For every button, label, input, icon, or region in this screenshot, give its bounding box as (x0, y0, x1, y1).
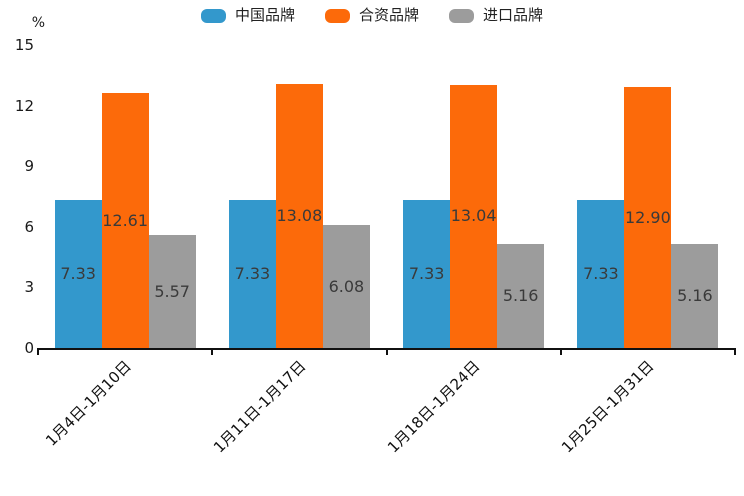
bar-value-label: 5.57 (154, 281, 190, 301)
y-axis-tick-label: 6 (24, 217, 34, 236)
bar-value-label: 7.33 (234, 263, 271, 283)
bar-value-label: 7.33 (583, 263, 619, 283)
x-axis-label: 1月4日-1月10日 (42, 357, 135, 450)
y-axis-tick-label: 3 (24, 278, 34, 297)
x-axis-tick (211, 348, 214, 355)
bar (403, 199, 451, 348)
legend-swatch-icon (449, 8, 474, 23)
legend-item[interactable]: 进口品牌 (449, 8, 543, 23)
bar (275, 83, 323, 348)
bar-value-label: 12.61 (102, 210, 149, 230)
x-axis-tick (37, 348, 39, 355)
bar (322, 225, 370, 348)
legend-item-label: 合资品牌 (358, 6, 419, 24)
x-axis-tick (559, 348, 562, 355)
bar-value-label: 12.90 (624, 207, 671, 227)
legend-item[interactable]: 合资品牌 (324, 6, 419, 24)
y-axis-tick-label: 12 (14, 96, 34, 115)
bar (577, 199, 625, 348)
bar-value-label: 6.08 (328, 276, 365, 296)
bar-value-label: 5.16 (502, 285, 539, 305)
legend-swatch-icon (324, 8, 350, 23)
y-axis-unit-label: % (31, 15, 45, 31)
bar (450, 84, 498, 348)
x-axis-tick (734, 348, 736, 355)
legend-item[interactable]: 中国品牌 (200, 6, 295, 24)
y-axis-tick-label: 0 (24, 339, 34, 357)
x-axis-tick (385, 348, 388, 355)
bar-value-label: 13.08 (276, 205, 323, 225)
legend-item-label: 中国品牌 (234, 6, 295, 24)
x-axis-label: 1月25日-1月31日 (558, 357, 658, 457)
bar-value-label: 5.16 (677, 285, 713, 305)
legend-swatch-icon (200, 8, 226, 23)
bar-value-label: 7.33 (408, 263, 445, 283)
bar (54, 199, 102, 348)
bar (624, 87, 672, 348)
bar (148, 235, 196, 348)
bar (101, 93, 149, 348)
x-axis-label: 1月11日-1月17日 (209, 357, 310, 457)
bar (671, 243, 719, 348)
x-axis-label: 1月18日-1月24日 (383, 357, 484, 457)
legend-item-label: 进口品牌 (483, 6, 544, 24)
bar (497, 243, 545, 348)
y-axis-tick-label: 9 (24, 157, 34, 176)
y-axis-tick-label: 15 (14, 36, 34, 54)
bar-value-label: 13.04 (450, 206, 497, 226)
chart-legend: 中国品牌 合资品牌 进口品牌 (0, 8, 744, 23)
bar-value-label: 7.33 (60, 263, 96, 283)
bar (228, 199, 276, 348)
